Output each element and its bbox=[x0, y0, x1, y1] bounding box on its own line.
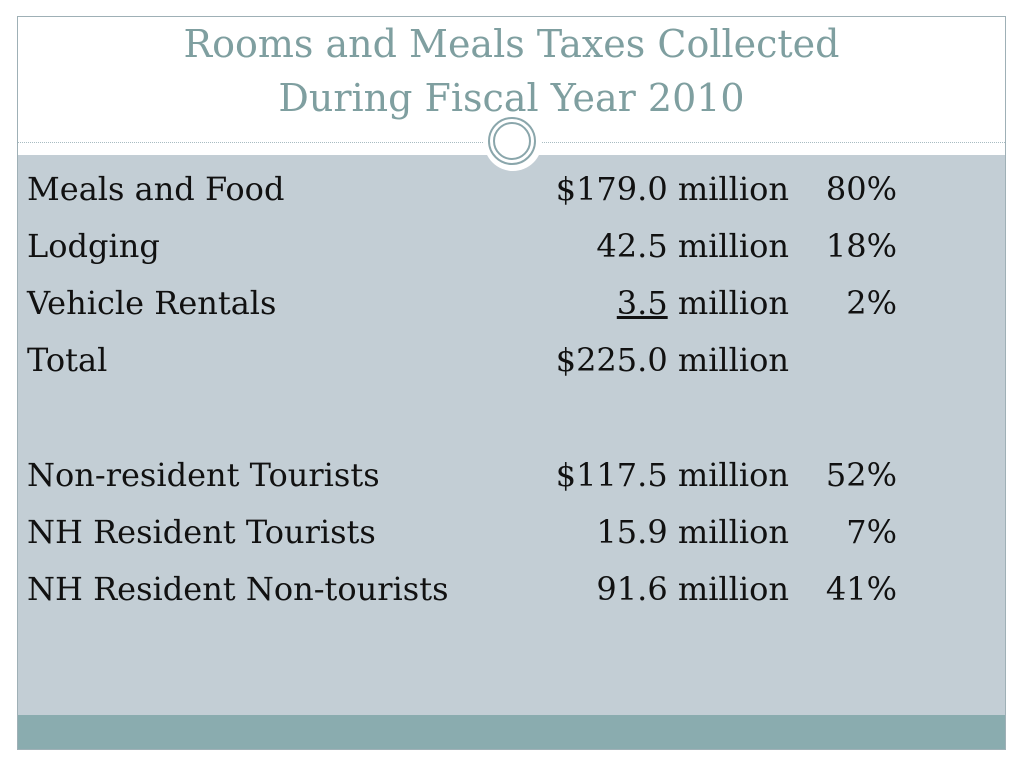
amount-value: $117.5 million bbox=[555, 455, 789, 494]
percent-value: 2% bbox=[846, 283, 897, 322]
table-row: Non-resident Tourists $117.5 million 52% bbox=[27, 446, 927, 503]
percent-value: 52% bbox=[825, 455, 897, 494]
percent-value: 80% bbox=[825, 169, 897, 208]
content-area bbox=[18, 155, 1005, 715]
table-row: NH Resident Non-tourists 91.6 million 41… bbox=[27, 560, 927, 617]
category-label: Total bbox=[27, 340, 108, 379]
table-row: NH Resident Tourists 15.9 million 7% bbox=[27, 503, 927, 560]
percent-value: 7% bbox=[846, 512, 897, 551]
table-row: Meals and Food $179.0 million 80% bbox=[27, 160, 927, 217]
table-row: Lodging 42.5 million 18% bbox=[27, 217, 927, 274]
percent-value: 18% bbox=[825, 226, 897, 265]
amount-value: $225.0 million bbox=[555, 340, 789, 379]
table-row: Vehicle Rentals 3.5 million 2% bbox=[27, 274, 927, 331]
percent-value: 41% bbox=[825, 569, 897, 608]
tax-table: Meals and Food $179.0 million 80% Lodgin… bbox=[27, 160, 927, 617]
amount-value: 42.5 million bbox=[596, 226, 789, 265]
circle-ornament-icon bbox=[484, 113, 542, 171]
slide-title-line-1: Rooms and Meals Taxes Collected bbox=[183, 22, 840, 66]
category-label: NH Resident Tourists bbox=[27, 512, 376, 551]
slide: Rooms and Meals Taxes Collected During F… bbox=[17, 16, 1006, 750]
amount-value: 3.5 million bbox=[616, 283, 789, 322]
slide-title-line-2: During Fiscal Year 2010 bbox=[278, 76, 745, 120]
category-label: Meals and Food bbox=[27, 169, 285, 208]
table-row: Total $225.0 million bbox=[27, 331, 927, 388]
category-label: NH Resident Non-tourists bbox=[27, 569, 449, 608]
amount-value: $179.0 million bbox=[555, 169, 789, 208]
category-label: Non-resident Tourists bbox=[27, 455, 380, 494]
table-spacer bbox=[27, 388, 927, 446]
category-label: Vehicle Rentals bbox=[27, 283, 277, 322]
category-label: Lodging bbox=[27, 226, 160, 265]
amount-value: 91.6 million bbox=[596, 569, 789, 608]
bottom-band bbox=[18, 715, 1005, 749]
amount-value: 15.9 million bbox=[596, 512, 789, 551]
